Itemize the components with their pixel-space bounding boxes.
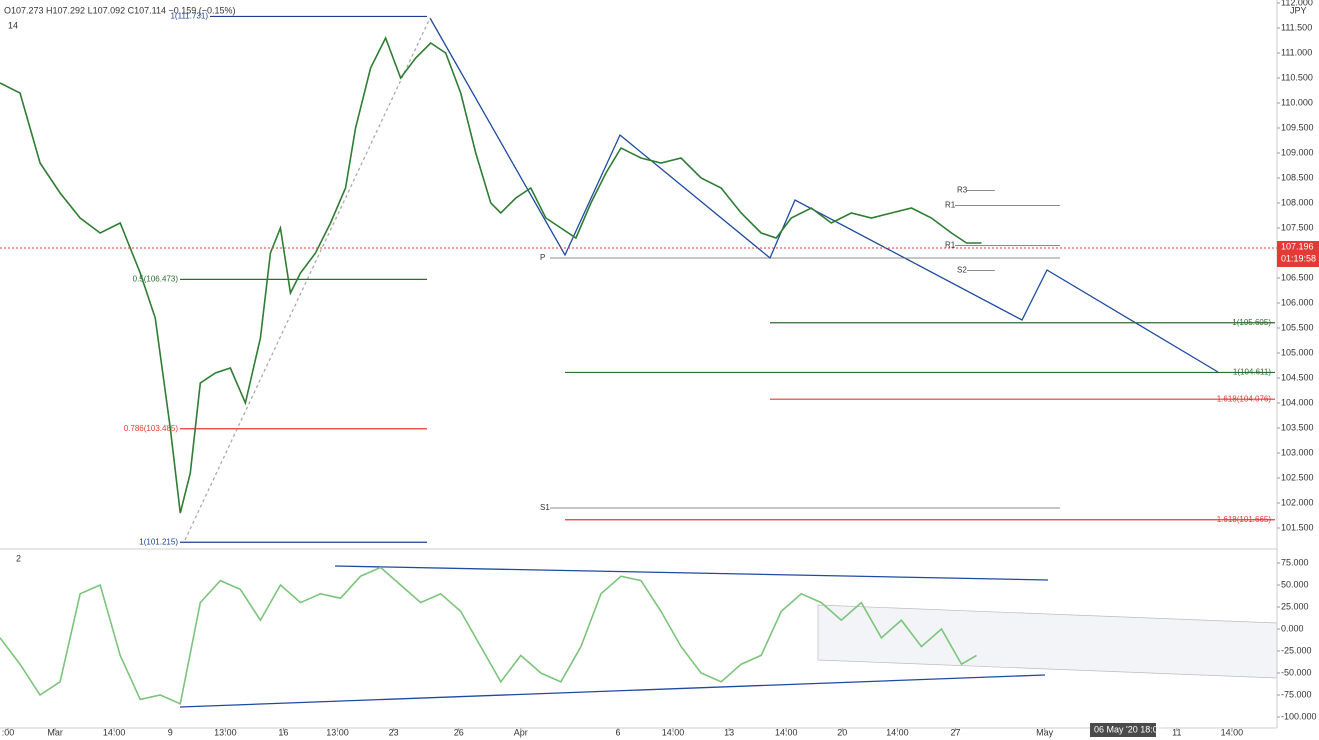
y-tick-label: 103.000: [1281, 447, 1314, 457]
fib-label: 1(111.731): [170, 12, 208, 21]
fib-label: 1(101.215): [139, 537, 178, 546]
pivot-label: P: [540, 253, 545, 262]
osc-trendline: [179, 674, 1046, 708]
fib-label: 0.5(106.473): [133, 274, 179, 283]
price-line: [0, 566, 977, 705]
y-tick-label: 110.000: [1281, 97, 1313, 107]
y-tick-label: 25.000: [1281, 601, 1309, 611]
y-tick-label: 102.000: [1281, 497, 1314, 507]
y-tick-label: -75.000: [1281, 689, 1312, 699]
pivot-label: S2: [957, 266, 967, 275]
osc-trendline: [334, 565, 1049, 581]
y-tick-label: 50.000: [1281, 579, 1309, 589]
x-tick-label: 27: [950, 727, 960, 737]
y-tick-label: -25.000: [1281, 645, 1312, 655]
y-tick-label: 112.000: [1281, 0, 1313, 7]
x-tick-label: 11: [1172, 727, 1181, 737]
fib-label: 1(104.611): [1233, 368, 1271, 377]
y-tick-label: 108.000: [1281, 197, 1314, 207]
y-tick-label: 108.500: [1281, 172, 1314, 182]
x-tick-label: 14:00: [775, 727, 798, 737]
y-tick-label: -100.000: [1281, 711, 1317, 721]
crosshair-box: [1090, 723, 1156, 737]
x-tick-label: 14:00: [662, 727, 685, 737]
x-tick-label: 14:00: [103, 727, 126, 737]
pivot-label: S1: [540, 503, 550, 512]
crosshair-date: 06 May '20 18:00: [1094, 724, 1163, 734]
fib-label: 0.786(103.485): [124, 424, 179, 433]
y-tick-label: 106.000: [1281, 297, 1314, 307]
y-tick-label: 109.500: [1281, 122, 1314, 132]
y-tick-label: 105.000: [1281, 347, 1314, 357]
y-tick-label: 75.000: [1281, 557, 1309, 567]
fib-label: 1(105.605): [1232, 318, 1271, 327]
y-tick-label: 103.500: [1281, 422, 1314, 432]
pivot-label: R1: [945, 241, 956, 250]
y-tick-label: 111.000: [1281, 47, 1312, 57]
x-tick-label: 20: [837, 727, 847, 737]
pivot-label: R3: [957, 186, 968, 195]
x-tick-label: 13:00: [214, 727, 237, 737]
ohlc-header: O107.273 H107.292 L107.092 C107.114 −0.1…: [4, 5, 236, 15]
fib-label: 1.618(104.076): [1217, 394, 1272, 403]
y-tick-label: 102.500: [1281, 472, 1314, 482]
indicator-label: 14: [8, 20, 18, 30]
y-tick-label: 107.500: [1281, 222, 1314, 232]
x-tick-label: 13: [724, 727, 734, 737]
x-tick-label: 9: [168, 727, 173, 737]
x-tick-label: 16: [278, 727, 288, 737]
y-tick-label: 109.000: [1281, 147, 1314, 157]
x-tick-label: May: [1036, 727, 1054, 737]
indicator-label: 2: [16, 553, 21, 563]
y-tick-label: 104.000: [1281, 397, 1314, 407]
x-tick-label: Apr: [514, 727, 528, 737]
y-tick-label: -50.000: [1281, 667, 1312, 677]
y-tick-label: 110.500: [1281, 72, 1313, 82]
x-tick-label: Mar: [47, 727, 63, 737]
x-tick-label: 14:00: [1221, 727, 1244, 737]
x-tick-label: 26: [454, 727, 464, 737]
y-tick-label: 104.500: [1281, 372, 1314, 382]
last-price: 107.196: [1281, 241, 1314, 251]
x-tick-label: 13:00: [326, 727, 349, 737]
x-tick-label: 14:00: [886, 727, 909, 737]
y-tick-label: 106.500: [1281, 272, 1314, 282]
y-tick-label: 111.500: [1281, 22, 1312, 32]
price-line: [0, 36, 982, 514]
y-tick-label: 105.500: [1281, 322, 1314, 332]
y-tick-label: 101.500: [1281, 522, 1314, 532]
x-tick-label: 23: [389, 727, 399, 737]
y-tick-label: 0.000: [1281, 623, 1304, 633]
countdown: 01:19:58: [1281, 253, 1316, 263]
fib-label: 1.618(101.665): [1217, 515, 1272, 524]
last-price-box: [1277, 241, 1319, 267]
x-tick-label: 6: [615, 727, 620, 737]
currency: JPY: [1290, 5, 1307, 15]
pivot-label: R1: [945, 201, 956, 210]
x-tick-label: :00: [2, 727, 15, 737]
